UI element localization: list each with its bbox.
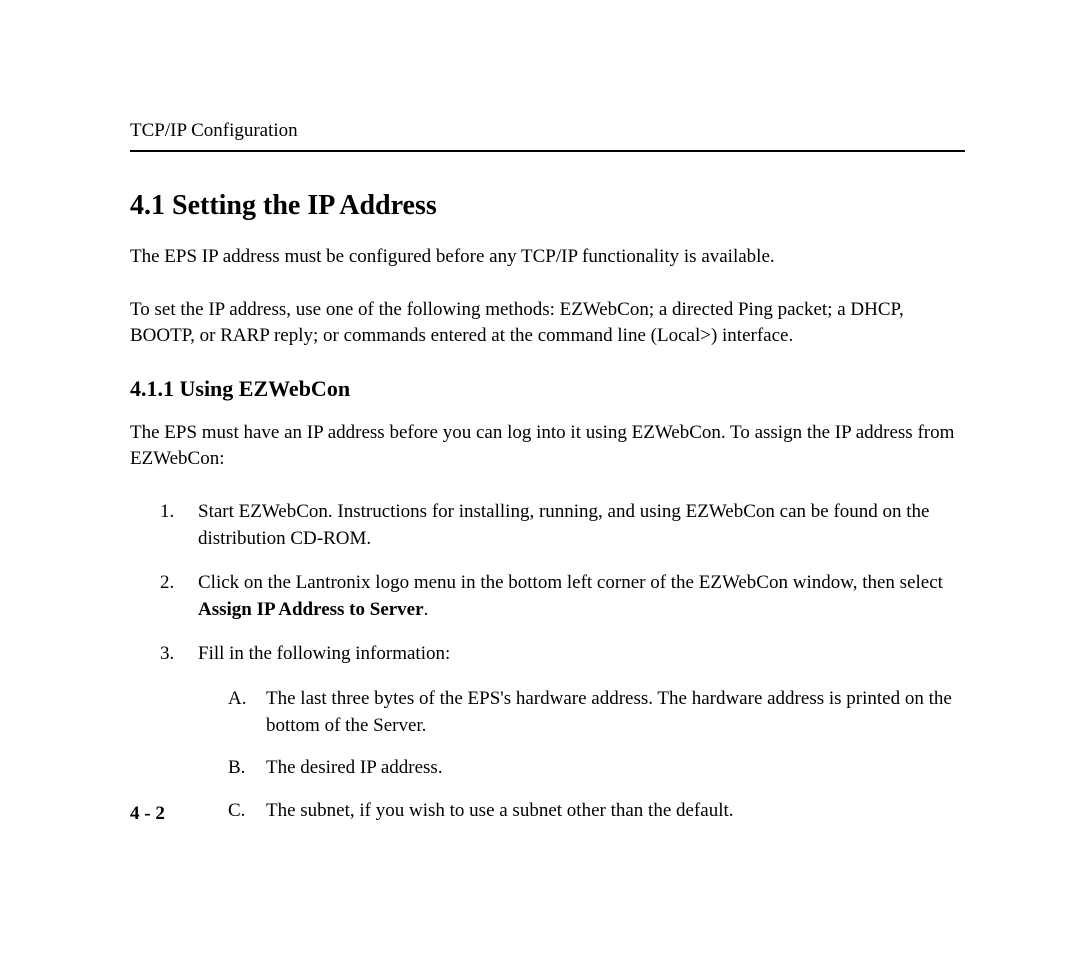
sublist-text: The last three bytes of the EPS's hardwa… (266, 686, 965, 739)
sublist-item: C. The subnet, if you wish to use a subn… (228, 798, 965, 825)
sublist-text: The desired IP address. (266, 755, 443, 782)
subsection-para-1: The EPS must have an IP address before y… (130, 420, 965, 473)
sublist-letter: B. (228, 755, 266, 782)
numbered-list: 1. Start EZWebCon. Instructions for inst… (160, 499, 965, 824)
page-header: TCP/IP Configuration (130, 120, 965, 142)
sublist-text: The subnet, if you wish to use a subnet … (266, 798, 734, 825)
lettered-sublist: A. The last three bytes of the EPS's har… (228, 686, 965, 824)
list-item-number: 3. (160, 641, 198, 668)
section-para-2: To set the IP address, use one of the fo… (130, 297, 965, 350)
list-item-text: Fill in the following information: (198, 641, 965, 668)
list-item-number: 2. (160, 570, 198, 623)
list-item: 1. Start EZWebCon. Instructions for inst… (160, 499, 965, 552)
sublist-item: A. The last three bytes of the EPS's har… (228, 686, 965, 739)
list-item-text-before: Click on the Lantronix logo menu in the … (198, 572, 943, 593)
header-rule (130, 150, 965, 152)
subsection-heading: 4.1.1 Using EZWebCon (130, 376, 965, 402)
sublist-item: B. The desired IP address. (228, 755, 965, 782)
list-item-number: 1. (160, 499, 198, 552)
section-heading: 4.1 Setting the IP Address (130, 190, 965, 222)
list-item-text: Start EZWebCon. Instructions for install… (198, 499, 965, 552)
list-item-bold: Assign IP Address to Server (198, 599, 424, 620)
list-item: 3. Fill in the following information: (160, 641, 965, 668)
sublist-letter: C. (228, 798, 266, 825)
list-item-text: Click on the Lantronix logo menu in the … (198, 570, 965, 623)
section-para-1: The EPS IP address must be configured be… (130, 244, 965, 271)
page-number: 4 - 2 (130, 803, 165, 825)
list-item-text-after: . (424, 599, 429, 620)
sublist-letter: A. (228, 686, 266, 739)
list-item: 2. Click on the Lantronix logo menu in t… (160, 570, 965, 623)
